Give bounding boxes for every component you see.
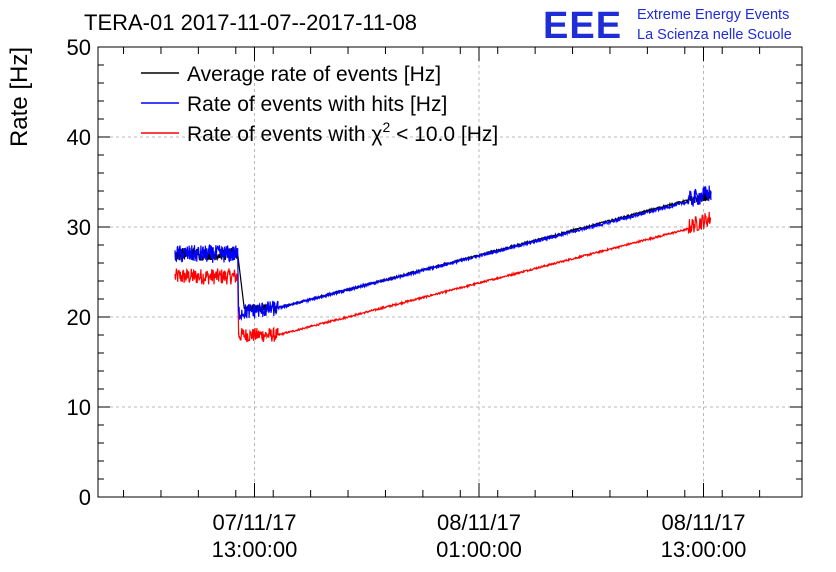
- legend: Average rate of events [Hz] Rate of event…: [141, 63, 498, 146]
- y-tick-label: 50: [67, 35, 91, 60]
- legend-entry: Rate of events with χ2 < 10.0 [Hz]: [187, 119, 498, 146]
- eee-logo: EEE Extreme Energy Events La Scienza nel…: [543, 5, 792, 47]
- x-tick-time-label: 13:00:00: [661, 537, 747, 562]
- y-tick-label: 10: [67, 395, 91, 420]
- grid-lines: [98, 47, 802, 497]
- x-tick-date-label: 08/11/17: [661, 510, 745, 535]
- series-line-2: [174, 185, 712, 321]
- series-lines: [174, 185, 712, 343]
- y-tick-label: 0: [79, 485, 91, 510]
- y-tick-labels: 0 10 20 30 40 50: [67, 35, 91, 510]
- x-tick-date-label: 07/11/17: [212, 510, 296, 535]
- y-tick-label: 30: [67, 215, 91, 240]
- x-tick-time-label: 13:00:00: [212, 537, 298, 562]
- x-tick-time-label: 01:00:00: [436, 537, 522, 562]
- y-axis-label: Rate [Hz]: [6, 47, 33, 147]
- eee-logo-line1: Extreme Energy Events: [637, 7, 789, 23]
- eee-logo-line2: La Scienza nelle Scuole: [637, 27, 792, 43]
- x-tick-labels: 07/11/1713:00:0008/11/1701:00:0008/11/17…: [212, 510, 747, 562]
- series-line-1: [174, 190, 712, 314]
- x-tick-date-label: 08/11/17: [437, 510, 521, 535]
- eee-logo-mark: EEE: [543, 5, 622, 47]
- series-line-3: [174, 211, 712, 343]
- plot-frame: [97, 46, 803, 498]
- legend-entry: Rate of events with hits [Hz]: [187, 93, 447, 116]
- y-tick-label: 20: [67, 305, 91, 330]
- legend-entry: Average rate of events [Hz]: [187, 63, 441, 86]
- y-tick-label: 40: [67, 125, 91, 150]
- chart-title: TERA-01 2017-11-07--2017-11-08: [84, 10, 417, 35]
